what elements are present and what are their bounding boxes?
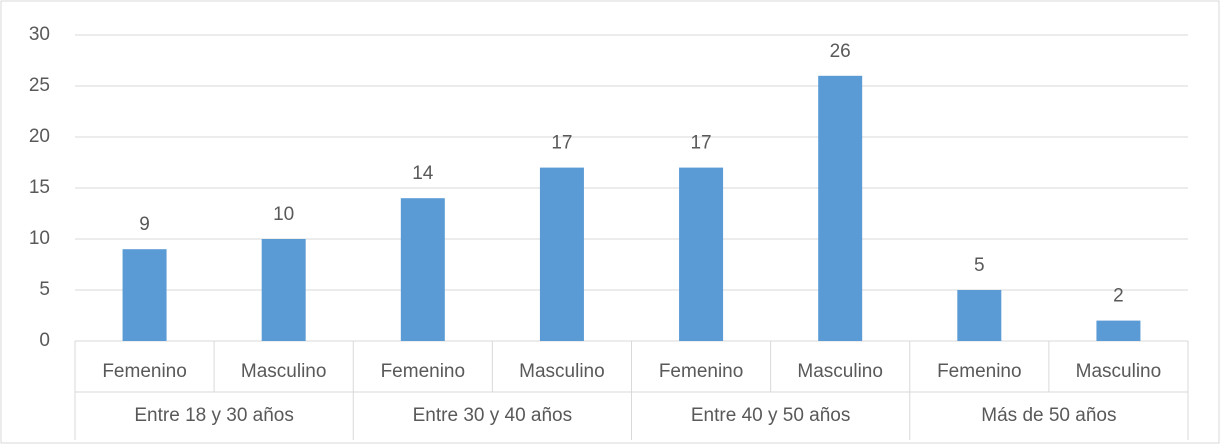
- y-tick-label: 30: [29, 24, 50, 45]
- bar: [400, 198, 445, 341]
- data-label: 14: [412, 163, 434, 184]
- x-tick-label: Masculino: [519, 361, 605, 382]
- bar: [122, 249, 167, 341]
- data-label: 17: [551, 133, 572, 154]
- x-tick-label: Femenino: [937, 361, 1022, 382]
- bar: [539, 167, 584, 341]
- bar: [679, 167, 724, 341]
- data-label: 17: [690, 133, 711, 154]
- data-label: 9: [139, 214, 150, 235]
- data-label: 10: [273, 204, 294, 225]
- y-tick-label: 25: [29, 75, 50, 96]
- group-label: Más de 50 años: [981, 405, 1116, 426]
- y-tick-label: 5: [39, 279, 50, 300]
- data-label: 26: [830, 41, 851, 62]
- y-tick-label: 15: [29, 177, 50, 198]
- data-label: 5: [974, 255, 985, 276]
- group-label: Entre 40 y 50 años: [691, 405, 851, 426]
- bar: [957, 290, 1002, 341]
- x-tick-label: Femenino: [381, 361, 466, 382]
- x-tick-label: Femenino: [659, 361, 744, 382]
- x-tick-label: Femenino: [102, 361, 187, 382]
- y-tick-label: 20: [29, 126, 50, 147]
- y-tick-label: 10: [29, 228, 50, 249]
- group-label: Entre 18 y 30 años: [134, 405, 294, 426]
- bar: [261, 239, 306, 341]
- x-tick-label: Masculino: [241, 361, 327, 382]
- x-tick-label: Masculino: [797, 361, 883, 382]
- y-tick-label: 0: [39, 330, 50, 351]
- bar: [1096, 320, 1141, 341]
- x-tick-label: Masculino: [1076, 361, 1162, 382]
- data-label: 2: [1113, 286, 1124, 307]
- group-label: Entre 30 y 40 años: [413, 405, 573, 426]
- bar: [818, 75, 863, 342]
